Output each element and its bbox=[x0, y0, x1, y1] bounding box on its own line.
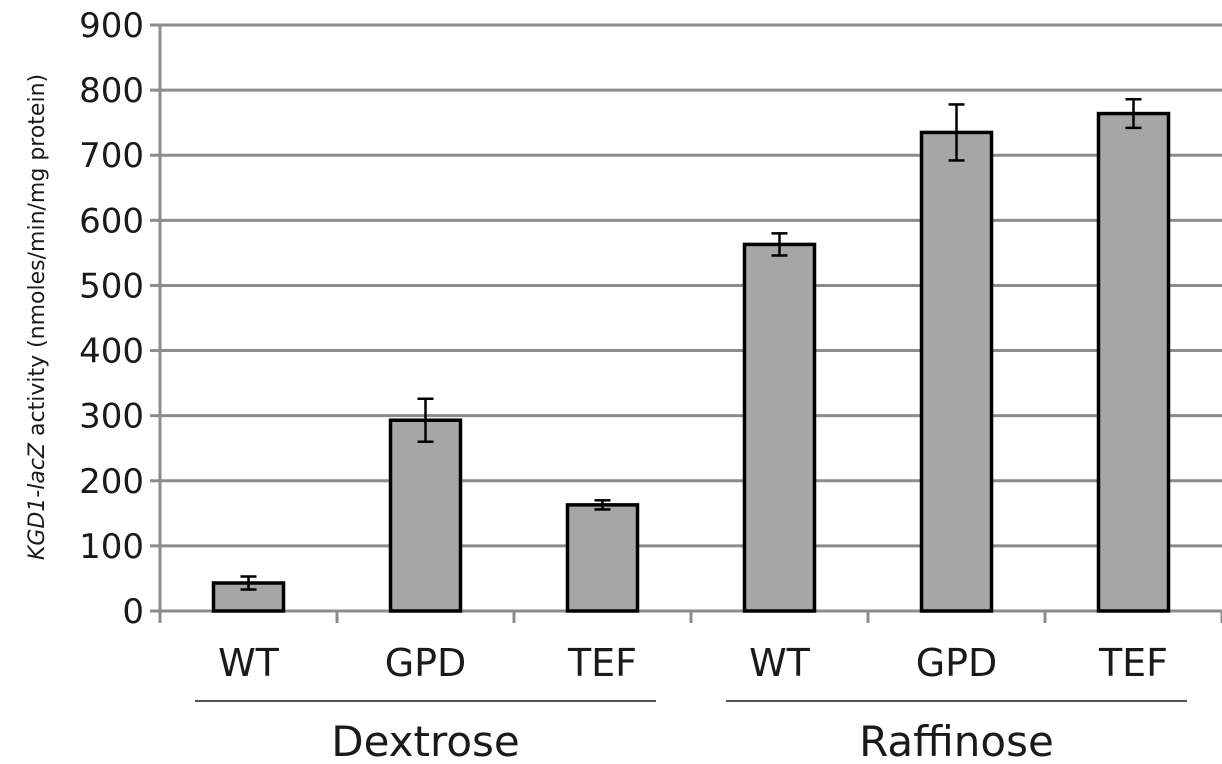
y-axis-label-italic: KGD1-lacZ bbox=[25, 442, 50, 560]
y-tick-label: 600 bbox=[79, 201, 144, 241]
group-labels: Dextrose Raffinose bbox=[195, 700, 1187, 764]
bars bbox=[211, 111, 1171, 613]
y-tick-label: 100 bbox=[79, 527, 144, 567]
error-bars bbox=[240, 97, 1142, 591]
group-label: Raffinose bbox=[859, 717, 1054, 764]
category-label: WT bbox=[749, 641, 811, 685]
y-tick-label: 400 bbox=[79, 332, 144, 372]
y-tick-label: 900 bbox=[79, 6, 144, 46]
bar bbox=[388, 418, 463, 613]
category-label: WT bbox=[218, 641, 280, 685]
category-label: GPD bbox=[916, 641, 998, 685]
y-tick-label: 800 bbox=[79, 71, 144, 111]
y-tick-label: 700 bbox=[79, 136, 144, 176]
y-tick-label: 500 bbox=[79, 266, 144, 306]
y-tick-label: 0 bbox=[122, 592, 144, 632]
y-axis-label-rest: activity (nmoles/min/mg protein) bbox=[25, 74, 50, 443]
group-label: Dextrose bbox=[331, 717, 520, 764]
y-tick-label: 300 bbox=[79, 397, 144, 437]
bar bbox=[565, 503, 640, 613]
y-tick-label: 200 bbox=[79, 462, 144, 502]
gridlines bbox=[160, 23, 1222, 548]
bar bbox=[1096, 111, 1171, 613]
bar bbox=[742, 242, 817, 613]
y-axis-label: KGD1-lacZ activity (nmoles/min/mg protei… bbox=[25, 74, 50, 560]
axes bbox=[150, 23, 1222, 623]
category-label: GPD bbox=[385, 641, 467, 685]
category-label: TEF bbox=[567, 641, 637, 685]
category-labels: WT GPD TEF WT GPD TEF bbox=[218, 641, 1168, 685]
y-tick-labels: 0 100 200 300 400 500 600 700 800 900 bbox=[79, 6, 144, 632]
bar bbox=[919, 130, 994, 613]
category-label: TEF bbox=[1098, 641, 1168, 685]
